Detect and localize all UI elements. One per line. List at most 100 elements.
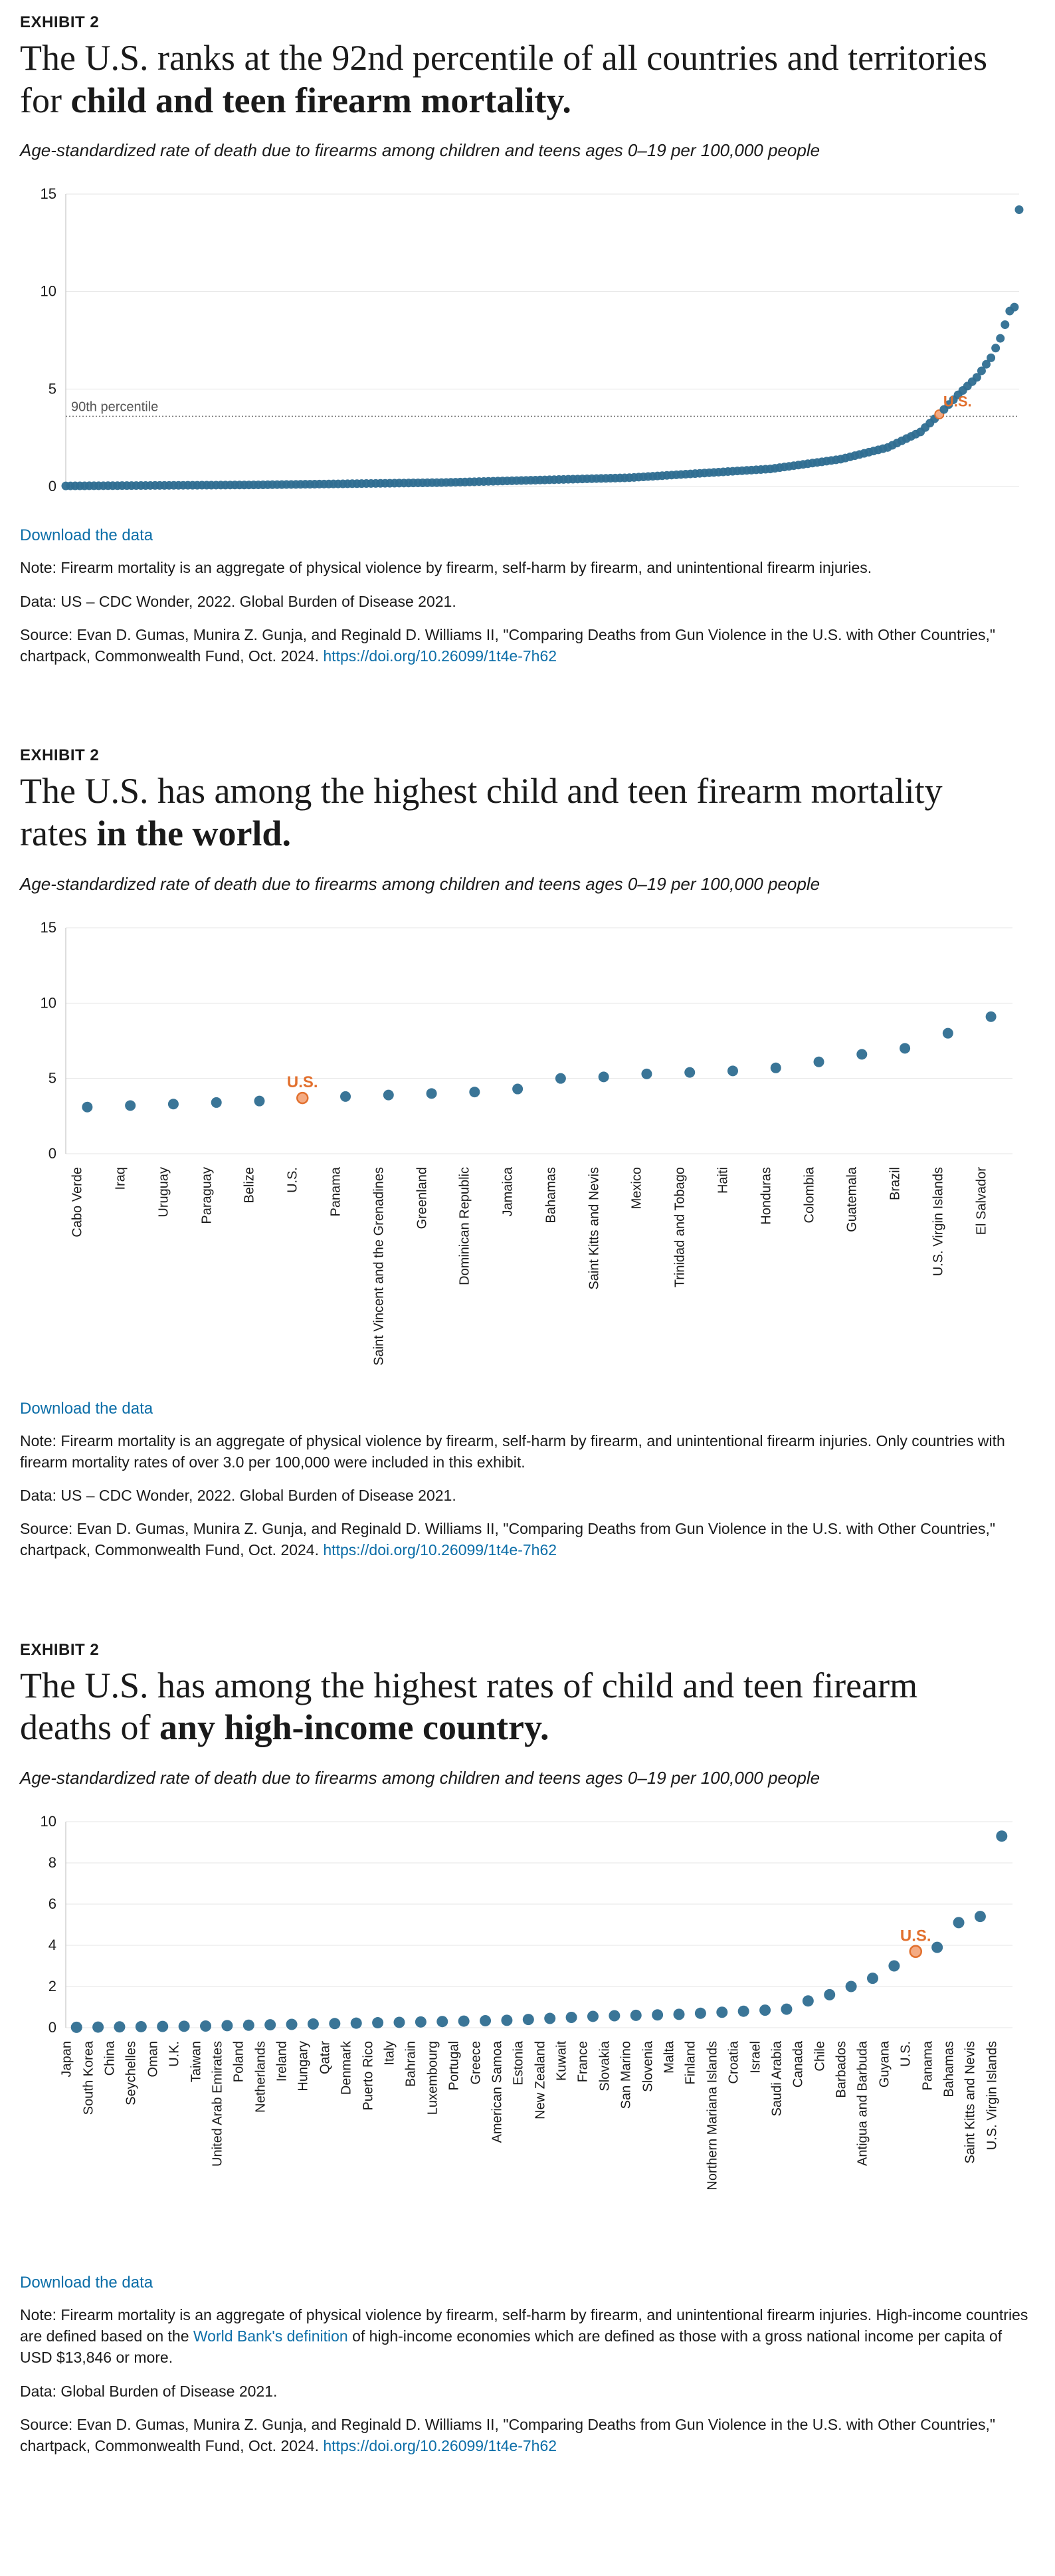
x-tick-label: U.K. [167, 2041, 183, 2067]
country-dot [393, 2016, 405, 2028]
x-tick-label: Poland [232, 2041, 247, 2082]
exhibit-3: EXHIBIT 2 The U.S. has among the highest… [20, 1641, 1035, 2457]
headline-bold: in the world. [96, 813, 291, 853]
country-dot [427, 1088, 437, 1099]
x-tick-label: Saint Kitts and Nevis [963, 2041, 979, 2164]
x-tick-label: Finland [684, 2041, 699, 2085]
x-tick-label: U.S. [286, 1167, 301, 1193]
x-tick-label: El Salvador [974, 1167, 989, 1235]
country-dot [684, 1067, 695, 1077]
country-dot [157, 2021, 168, 2032]
country-dot [92, 2022, 104, 2033]
x-tick-label: Panama [329, 1167, 344, 1217]
country-dot [781, 2004, 792, 2015]
x-tick-label: Mexico [630, 1167, 645, 1209]
download-link[interactable]: Download the data [20, 2274, 1035, 2292]
country-dot [544, 2013, 555, 2024]
download-link[interactable]: Download the data [20, 1400, 1035, 1418]
x-tick-label: Malta [662, 2041, 678, 2074]
x-tick-label: San Marino [619, 2041, 634, 2109]
exhibit-eyebrow: EXHIBIT 2 [20, 1641, 1035, 1660]
x-tick-label: Brazil [888, 1167, 904, 1200]
x-tick-label: Colombia [802, 1167, 817, 1223]
country-dot [738, 2006, 749, 2017]
x-tick-label: Italy [382, 2041, 397, 2066]
y-tick-label: 4 [48, 1937, 56, 1953]
country-dot [383, 1089, 394, 1100]
country-dot [415, 2016, 427, 2028]
x-tick-label: Estonia [512, 2041, 527, 2086]
country-dot [641, 1068, 652, 1079]
x-tick-label: Slovenia [640, 2041, 656, 2092]
x-tick-label: Paraguay [199, 1167, 215, 1224]
chart-2: 051015U.S.Cabo VerdeIraqUruguayParaguayB… [20, 921, 1035, 1380]
country-dot [469, 1087, 480, 1097]
country-dot [286, 2019, 298, 2030]
country-dot [991, 344, 1000, 353]
x-tick-label: Greenland [415, 1167, 430, 1229]
x-tick-label: Jamaica [501, 1167, 516, 1216]
country-dot [566, 2012, 577, 2023]
country-dot [975, 1911, 986, 1922]
download-link[interactable]: Download the data [20, 526, 1035, 545]
country-dot [856, 1049, 867, 1059]
country-dot [329, 2018, 340, 2029]
country-dot [759, 2004, 771, 2016]
headline-bold: any high-income country. [159, 1707, 549, 1747]
x-tick-label: Saudi Arabia [769, 2041, 785, 2116]
country-dot [943, 1027, 953, 1038]
x-tick-label: Canada [791, 2041, 807, 2088]
chart-3: 0246810U.S.JapanSouth KoreaChinaSeychell… [20, 1815, 1035, 2254]
country-dot [609, 2010, 620, 2022]
country-dot [1001, 320, 1009, 329]
source-link[interactable]: https://doi.org/10.26099/1t4e-7h62 [323, 1541, 557, 1558]
x-tick-label: Slovakia [597, 2041, 613, 2092]
source-link[interactable]: https://doi.org/10.26099/1t4e-7h62 [323, 2437, 557, 2454]
x-tick-label: Honduras [759, 1167, 774, 1225]
x-tick-label: Croatia [727, 2041, 742, 2084]
x-tick-label: United Arab Emirates [210, 2041, 225, 2167]
exhibit-subtitle: Age-standardized rate of death due to fi… [20, 1768, 1035, 1788]
country-dot [501, 2014, 512, 2026]
y-tick-label: 8 [48, 1854, 56, 1871]
us-label: U.S. [287, 1073, 318, 1091]
country-dot [652, 2009, 663, 2020]
country-dot [1010, 303, 1018, 312]
percentile-label: 90th percentile [71, 400, 158, 415]
exhibit-1: EXHIBIT 2 The U.S. ranks at the 92nd per… [20, 13, 1035, 667]
country-dot [814, 1056, 824, 1067]
y-tick-label: 15 [41, 921, 56, 936]
x-tick-label: China [102, 2041, 118, 2076]
note-link[interactable]: World Bank's definition [193, 2327, 348, 2345]
y-tick-label: 10 [41, 994, 56, 1011]
country-dot [254, 1095, 264, 1106]
country-dot [953, 1917, 965, 1928]
x-tick-label: Seychelles [124, 2041, 140, 2105]
x-tick-label: Bahamas [942, 2041, 957, 2097]
y-tick-label: 15 [41, 187, 56, 202]
x-tick-label: Antigua and Barbuda [856, 2041, 871, 2166]
country-dot [1015, 205, 1024, 214]
x-tick-label: Cabo Verde [70, 1167, 86, 1237]
y-tick-label: 0 [48, 1145, 56, 1162]
data-text: Data: US – CDC Wonder, 2022. Global Burd… [20, 1485, 1030, 1506]
exhibit-2: EXHIBIT 2 The U.S. has among the highest… [20, 746, 1035, 1560]
country-dot [987, 354, 995, 362]
country-dot [308, 2018, 319, 2030]
us-label: U.S. [900, 1927, 931, 1945]
country-dot [211, 1097, 222, 1108]
y-tick-label: 5 [48, 1069, 56, 1086]
country-dot [996, 334, 1005, 343]
country-dot [114, 2021, 125, 2032]
x-tick-label: Trinidad and Tobago [673, 1167, 688, 1287]
note-text: Note: Firearm mortality is an aggregate … [20, 557, 1030, 578]
source-link[interactable]: https://doi.org/10.26099/1t4e-7h62 [323, 647, 557, 665]
y-tick-label: 10 [41, 283, 56, 300]
x-tick-label: Haiti [716, 1167, 731, 1194]
x-tick-label: Panama [920, 2041, 935, 2091]
country-dot [867, 1973, 878, 1984]
x-tick-label: Qatar [318, 2041, 333, 2074]
country-dot [900, 1043, 910, 1053]
country-dot [243, 2020, 254, 2031]
country-dot [674, 2008, 685, 2020]
